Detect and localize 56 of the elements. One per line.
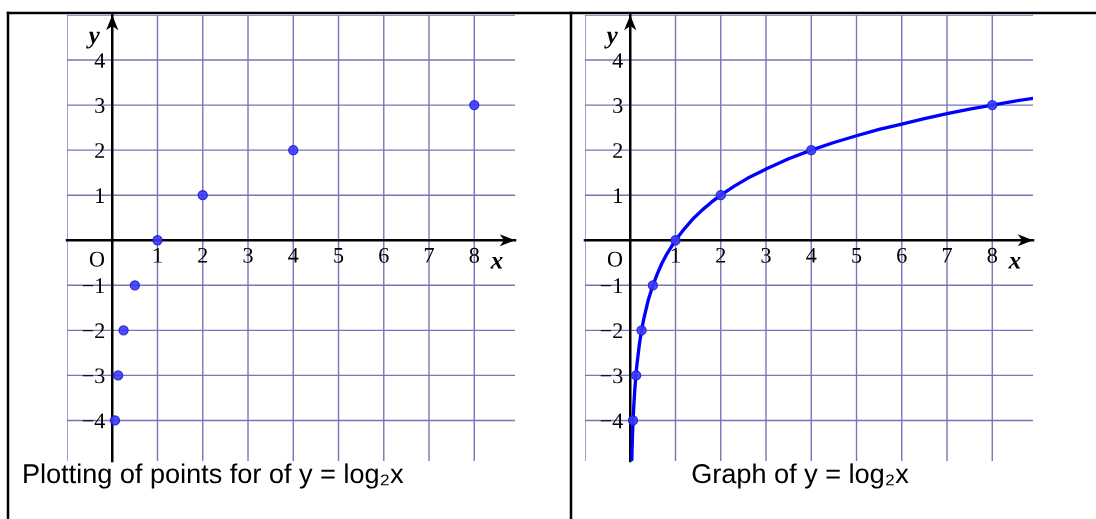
point [715,190,726,201]
x-axis-title: x [1008,257,1021,269]
point [152,235,163,246]
x-tick-label: 8 [987,247,997,263]
y-tick-label: −1 [82,278,104,294]
x-tick-label: 4 [806,247,817,263]
x-tick-label: 2 [198,247,208,263]
y-tick-label: 2 [613,143,623,158]
y-axis-title: y [604,31,618,49]
point [670,235,681,246]
x-tick-label: 7 [424,248,434,263]
x-tick-label: 1 [153,247,162,263]
y-axis-title: y [86,31,100,49]
y-tick-label: −3 [82,368,105,384]
x-tick-label: 2 [716,247,726,263]
point [197,190,208,201]
point [987,99,998,111]
point [112,370,124,381]
point [288,144,299,156]
text: Graph of y = log₂x [692,463,909,489]
point [627,415,639,426]
point [806,144,817,156]
point [647,280,659,291]
x-tick-label: 5 [852,248,862,263]
point [109,415,121,426]
x-tick-label: 6 [379,247,389,263]
x-tick-label: 4 [288,247,299,263]
y-tick-label: 3 [95,98,105,114]
point [129,280,141,291]
y-tick-label: 4 [612,53,623,68]
text: Plotting of points for of y = log₂x [24,463,404,489]
y-tick-label: 1 [614,188,622,203]
x-tick-label: 5 [334,248,344,263]
point [118,325,129,336]
annotation: O [89,251,105,267]
x-tick-label: 1 [671,247,680,263]
y-tick-label: −3 [600,368,623,384]
y-tick-label: 3 [613,98,623,114]
x-axis-title: x [490,257,503,269]
y-tick-label: −4 [82,413,105,429]
point [636,325,647,336]
x-tick-label: 6 [897,247,907,263]
y-tick-label: 1 [96,188,104,203]
x-tick-label: 3 [243,247,253,263]
x-tick-label: 3 [761,247,771,263]
y-tick-label: −4 [600,413,623,429]
y-tick-label: 2 [95,143,105,158]
point [630,370,642,381]
y-tick-label: −2 [600,323,623,339]
y-tick-label: −1 [600,278,622,294]
point [469,99,480,111]
annotation: O [607,251,623,267]
x-tick-label: 7 [942,248,952,263]
x-tick-label: 8 [469,247,479,263]
y-tick-label: −2 [82,323,105,339]
y-tick-label: 4 [94,53,105,68]
